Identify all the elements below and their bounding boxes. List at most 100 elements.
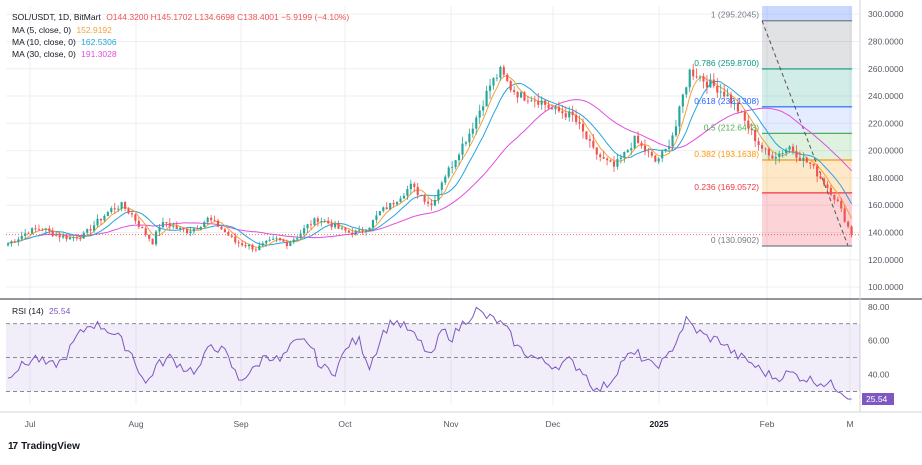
candle-body xyxy=(712,79,715,86)
candle xyxy=(196,225,199,230)
candle xyxy=(241,240,244,247)
candle xyxy=(213,215,216,222)
candle-body xyxy=(213,220,216,222)
candle xyxy=(791,143,795,155)
candle-body xyxy=(774,156,777,159)
tradingview-brand[interactable]: 17 TradingView xyxy=(8,441,80,452)
candle-body xyxy=(265,240,268,244)
candle-body xyxy=(705,81,709,88)
candle-body xyxy=(695,76,698,78)
candle-body xyxy=(568,111,571,118)
candle-body xyxy=(692,69,695,77)
candle xyxy=(168,218,171,231)
candle xyxy=(144,225,147,237)
candle-body xyxy=(227,232,230,236)
candle xyxy=(729,91,733,108)
candle xyxy=(840,197,843,213)
fib-label-0.236: 0.236 (169.0572) xyxy=(694,182,759,192)
candle xyxy=(709,73,712,89)
fib-label-1: 1 (295.2045) xyxy=(711,10,759,20)
candle-body xyxy=(519,92,523,98)
candle-body xyxy=(802,157,805,161)
candle xyxy=(612,155,616,172)
candle xyxy=(733,100,736,111)
tradingview-logo-icon: 17 xyxy=(8,441,18,452)
candle-body xyxy=(340,227,344,229)
candle-body xyxy=(578,121,581,124)
candle-body xyxy=(330,223,333,228)
candle-body xyxy=(785,149,788,154)
candle-body xyxy=(423,195,426,202)
candle xyxy=(237,239,240,248)
candle-body xyxy=(303,228,306,234)
candle-body xyxy=(678,106,681,127)
candle-body xyxy=(44,228,47,230)
candle-body xyxy=(778,153,781,157)
candle-body xyxy=(241,243,244,246)
candle-body xyxy=(595,147,598,155)
candle xyxy=(223,227,226,233)
candle xyxy=(234,232,237,245)
candle xyxy=(420,194,423,197)
candle xyxy=(767,146,770,161)
candle-body xyxy=(743,111,746,121)
time-tick-label: 2025 xyxy=(650,419,669,429)
candle-body xyxy=(258,245,261,251)
candle-body xyxy=(791,146,795,152)
candle xyxy=(313,217,316,227)
candle xyxy=(179,226,182,232)
candle xyxy=(327,217,330,225)
candle-body xyxy=(396,201,399,205)
candle xyxy=(506,73,509,83)
candle xyxy=(561,105,564,119)
candle xyxy=(399,195,402,203)
candle-body xyxy=(750,128,753,131)
candle-body xyxy=(757,141,760,146)
candle-body xyxy=(447,167,450,177)
candle-body xyxy=(461,143,464,155)
rsi-value-badge xyxy=(862,393,894,406)
candle-body xyxy=(426,201,430,204)
candle-body xyxy=(289,242,292,246)
candle xyxy=(482,100,485,116)
candle-body xyxy=(134,214,137,221)
time-tick-label: Jul xyxy=(25,419,36,429)
candle-body xyxy=(550,108,554,110)
candle-body xyxy=(292,239,295,243)
candle-body xyxy=(306,224,309,229)
candle xyxy=(210,215,213,223)
candle xyxy=(334,220,337,229)
candle xyxy=(110,206,113,214)
candle-body xyxy=(141,226,144,229)
candle xyxy=(378,210,381,216)
price-tick-label: 160.0000 xyxy=(868,200,904,210)
candle-body xyxy=(309,224,313,226)
fib-zone-0.236 xyxy=(762,192,853,247)
candle-body xyxy=(120,202,123,209)
candle-body xyxy=(72,237,75,239)
candle-body xyxy=(420,194,423,196)
candle xyxy=(492,77,495,90)
candle-body xyxy=(805,157,808,163)
candle xyxy=(51,227,54,238)
candle xyxy=(265,239,268,247)
candle xyxy=(619,154,622,164)
candle xyxy=(134,213,137,224)
candle xyxy=(519,90,523,99)
candle xyxy=(674,119,678,137)
candle xyxy=(578,115,581,130)
candle-body xyxy=(554,106,557,110)
price-tick-label: 200.0000 xyxy=(868,146,904,156)
candle xyxy=(117,205,120,213)
candle xyxy=(120,201,123,212)
ma10-label: MA (10, close, 0) xyxy=(12,37,76,47)
candle xyxy=(385,201,388,210)
candle-body xyxy=(20,236,23,240)
ohlc-close: C138.4001 xyxy=(237,12,279,22)
brand-label: TradingView xyxy=(21,441,80,452)
candle-body xyxy=(399,198,402,202)
candle xyxy=(705,75,709,94)
fib-label-0.382: 0.382 (193.1638) xyxy=(694,149,759,159)
candle-body xyxy=(719,91,722,93)
